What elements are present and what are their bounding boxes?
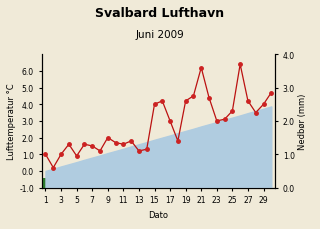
X-axis label: Dato: Dato: [148, 210, 168, 219]
Y-axis label: Lufttemperatur °C: Lufttemperatur °C: [7, 83, 16, 160]
Bar: [82, 188, 87, 194]
Bar: [74, 188, 79, 198]
Bar: [261, 188, 266, 194]
Text: Svalbard Lufthavn: Svalbard Lufthavn: [95, 7, 225, 20]
Bar: [51, 188, 56, 194]
Y-axis label: Nedbør (mm): Nedbør (mm): [298, 93, 307, 150]
Bar: [222, 176, 227, 188]
Bar: [43, 178, 48, 188]
Bar: [160, 28, 165, 188]
Text: Juni 2009: Juni 2009: [136, 30, 184, 40]
Bar: [230, 176, 235, 188]
